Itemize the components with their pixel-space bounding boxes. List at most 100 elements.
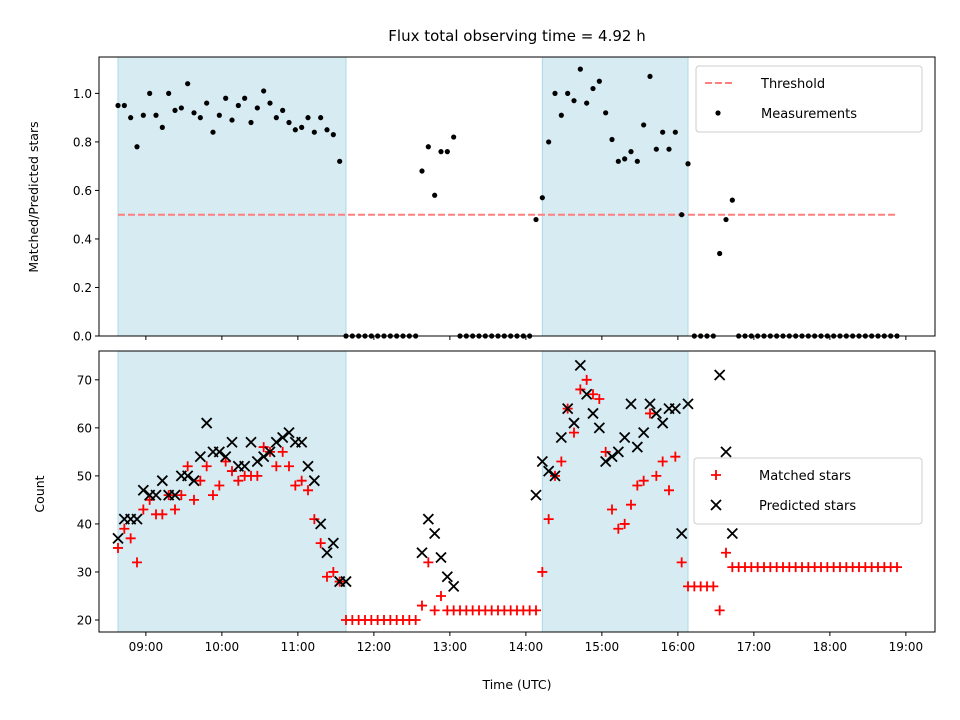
measurement-point <box>603 110 609 116</box>
measurement-point <box>216 112 222 118</box>
matched-star-point <box>220 456 231 467</box>
predicted-star-point <box>606 451 618 463</box>
predicted-star-point <box>308 475 320 487</box>
measurement-point <box>647 73 653 80</box>
matched-star-point <box>664 485 674 496</box>
predicted-star-point <box>568 417 580 429</box>
measurement-point <box>634 158 640 164</box>
matched-star-point <box>132 557 142 568</box>
measurement-point <box>666 146 672 152</box>
measurement-point <box>191 110 197 116</box>
measurement-point <box>292 127 298 133</box>
measurement-point <box>584 100 590 106</box>
measurement-point <box>185 81 191 87</box>
matched-star-point <box>277 446 288 457</box>
bottom-legend-box <box>693 457 923 525</box>
legend-matched-marker <box>711 470 721 480</box>
measurement-point <box>622 156 628 162</box>
x-tick-label: 13:00 <box>433 640 468 654</box>
bottom-series-predicted-stars <box>112 359 738 593</box>
measurement-point <box>140 112 146 118</box>
matched-star-point <box>588 389 598 400</box>
matched-star-point <box>543 514 554 525</box>
measurement-point <box>324 127 330 133</box>
matched-star-point <box>537 566 548 577</box>
measurement-point <box>729 197 735 203</box>
measurement-point <box>299 124 305 130</box>
predicted-star-point <box>581 388 593 400</box>
matched-star-point <box>417 600 427 611</box>
measurement-point <box>717 250 723 257</box>
top-series-measurements <box>115 66 900 339</box>
predicted-star-point <box>650 407 662 420</box>
measurement-point <box>577 66 583 72</box>
predicted-star-point <box>587 407 599 420</box>
predicted-star-point <box>600 455 612 468</box>
predicted-star-point <box>574 359 586 372</box>
x-tick-label: 11:00 <box>281 640 316 654</box>
matched-star-point <box>233 475 244 486</box>
predicted-star-point <box>726 527 738 540</box>
matched-star-point <box>322 571 332 582</box>
matched-star-point <box>676 557 687 568</box>
measurement-point <box>685 161 691 167</box>
x-tick-label: 15:00 <box>585 640 620 654</box>
x-axis-label: Time (UTC) <box>481 677 551 692</box>
bottom-y-tick-label: 60 <box>77 421 92 435</box>
matched-star-point <box>271 461 282 472</box>
measurement-point <box>539 195 545 201</box>
predicted-star-point <box>315 518 327 530</box>
measurement-point <box>128 115 134 121</box>
predicted-star-point <box>536 455 548 468</box>
predicted-star-point <box>562 403 574 415</box>
measurement-point <box>419 168 425 174</box>
matched-star-point <box>309 514 320 525</box>
predicted-star-point <box>182 470 194 482</box>
measurement-point <box>223 95 229 101</box>
predicted-star-point <box>676 527 688 540</box>
matched-star-point <box>531 605 541 616</box>
measurement-point <box>273 115 279 121</box>
measurement-point <box>305 115 311 121</box>
predicted-star-point <box>302 460 314 472</box>
matched-star-point <box>632 480 643 491</box>
measurement-point <box>318 115 324 121</box>
predicted-star-point <box>720 446 732 458</box>
measurement-point <box>660 129 666 135</box>
bottom-y-tick-label: 40 <box>77 517 92 531</box>
bottom-legend-label: Predicted stars <box>759 499 856 514</box>
top-legend: Threshold Measurements <box>695 65 923 133</box>
predicted-star-point <box>612 446 624 458</box>
measurement-point <box>254 105 260 111</box>
predicted-star-point <box>169 489 181 501</box>
matched-star-point <box>670 451 681 462</box>
matched-star-point <box>252 470 263 481</box>
measurement-point <box>330 132 336 138</box>
x-tick-label: 14:00 <box>509 640 544 654</box>
matched-star-point <box>208 490 218 501</box>
matched-star-point <box>125 533 136 544</box>
matched-star-point <box>708 581 719 592</box>
measurement-point <box>153 112 159 118</box>
matched-star-point <box>157 509 168 520</box>
measurement-point <box>166 90 172 96</box>
predicted-star-point <box>156 475 168 487</box>
matched-star-point <box>651 470 662 481</box>
bottom-legend: Matched stars Predicted stars <box>693 457 923 525</box>
predicted-star-point <box>644 398 656 410</box>
top-chart-title: Flux total observing time = 4.92 h <box>388 27 645 45</box>
measurement-point <box>590 85 596 92</box>
matched-star-point <box>607 504 617 515</box>
matched-star-point <box>581 374 592 385</box>
measurement-point <box>432 192 438 198</box>
matched-star-point <box>423 557 434 568</box>
measurement-point <box>451 134 457 140</box>
bottom-highlight-span-1 <box>541 350 689 633</box>
matched-star-point <box>626 499 636 510</box>
predicted-star-point <box>188 475 200 487</box>
top-y-tick-label: 1.0 <box>73 87 92 101</box>
matched-star-point <box>170 504 180 515</box>
measurement-point <box>425 144 431 150</box>
matched-star-point <box>315 538 326 549</box>
predicted-star-point <box>530 489 542 501</box>
